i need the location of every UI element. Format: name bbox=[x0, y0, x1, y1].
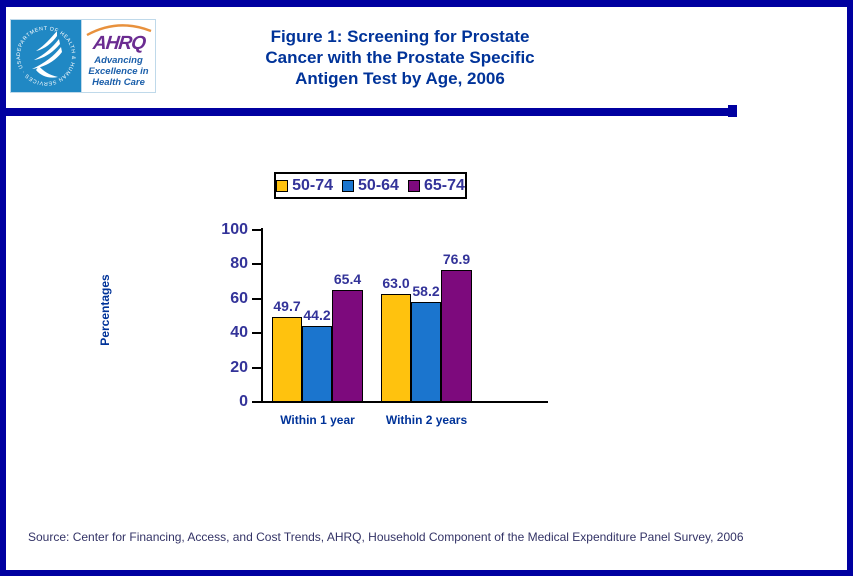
page-border-bottom bbox=[0, 570, 853, 576]
legend-item-65-74: 65-74 bbox=[407, 176, 465, 194]
page-border-right bbox=[847, 0, 853, 576]
y-axis-tick-label: 40 bbox=[230, 324, 248, 342]
y-axis-tick-label: 100 bbox=[221, 221, 248, 238]
legend-label: 65-74 bbox=[423, 176, 465, 194]
y-axis-tick-label: 0 bbox=[239, 393, 248, 410]
legend-swatch-icon bbox=[342, 179, 355, 192]
x-category-label: Within 2 years bbox=[385, 413, 468, 427]
legend-swatch-icon bbox=[276, 179, 289, 192]
legend-swatch-icon bbox=[407, 179, 420, 192]
legend-label: 50-74 bbox=[292, 176, 334, 194]
source-note: Source: Center for Financing, Access, an… bbox=[28, 530, 744, 544]
ahrq-tagline: Advancing Excellence in Health Care bbox=[88, 55, 149, 88]
hhs-eagle-icon: DEPARTMENT OF HEALTH & HUMAN SERVICES · … bbox=[16, 26, 76, 86]
x-axis-line bbox=[261, 401, 548, 403]
bar-65-74-Within 2 years bbox=[441, 270, 472, 402]
y-axis-tick-mark bbox=[252, 263, 262, 266]
bar-value-label: 58.2 bbox=[412, 283, 440, 299]
page-border-left bbox=[0, 0, 6, 576]
x-category-label: Within 1 year bbox=[280, 413, 355, 427]
y-axis-tick-mark bbox=[252, 332, 262, 335]
y-axis-title: Percentages bbox=[98, 274, 112, 346]
bar-50-74-Within 1 year bbox=[272, 317, 302, 402]
y-axis-tick-mark bbox=[252, 229, 262, 231]
legend-item-50-64: 50-64 bbox=[342, 176, 399, 194]
title-divider-bar bbox=[0, 108, 737, 116]
bar-value-label: 44.2 bbox=[303, 307, 331, 323]
y-axis-tick-mark bbox=[252, 401, 262, 403]
bar-value-label: 65.4 bbox=[333, 271, 362, 287]
chart-legend: 50-74 50-64 65-74 bbox=[274, 172, 467, 199]
bar-value-label: 63.0 bbox=[382, 275, 410, 291]
y-axis-line bbox=[261, 228, 263, 403]
legend-item-50-74: 50-74 bbox=[276, 176, 334, 194]
figure-title: Figure 1: Screening for Prostate Cancer … bbox=[265, 27, 535, 88]
bar-value-label: 49.7 bbox=[273, 298, 301, 314]
y-axis-tick-mark bbox=[252, 297, 262, 300]
y-axis-tick-label: 80 bbox=[230, 255, 248, 273]
bar-50-64-Within 1 year bbox=[302, 326, 332, 402]
bar-value-label: 76.9 bbox=[442, 251, 471, 267]
svg-text:DEPARTMENT OF HEALTH & HUMAN S: DEPARTMENT OF HEALTH & HUMAN SERVICES · … bbox=[16, 26, 76, 86]
y-axis-tick-mark bbox=[252, 366, 262, 369]
bar-50-64-Within 2 years bbox=[411, 302, 441, 402]
ahrq-logo: AHRQ Advancing Excellence in Health Care bbox=[81, 20, 155, 92]
legend-label: 50-64 bbox=[358, 176, 399, 194]
page-border-top bbox=[0, 0, 853, 7]
bar-65-74-Within 1 year bbox=[332, 290, 363, 402]
ahrq-acronym: AHRQ bbox=[91, 33, 146, 54]
ahrq-arc-icon bbox=[85, 24, 151, 36]
hhs-seal-icon: DEPARTMENT OF HEALTH & HUMAN SERVICES · … bbox=[11, 20, 81, 92]
hhs-ahrq-logo: DEPARTMENT OF HEALTH & HUMAN SERVICES · … bbox=[10, 19, 156, 93]
y-axis-tick-label: 60 bbox=[230, 289, 248, 307]
title-divider-bar-cap bbox=[728, 105, 737, 117]
bar-50-74-Within 2 years bbox=[381, 294, 411, 402]
y-axis-tick-label: 20 bbox=[230, 358, 248, 376]
hhs-seal-circular-text: DEPARTMENT OF HEALTH & HUMAN SERVICES · … bbox=[16, 26, 76, 86]
